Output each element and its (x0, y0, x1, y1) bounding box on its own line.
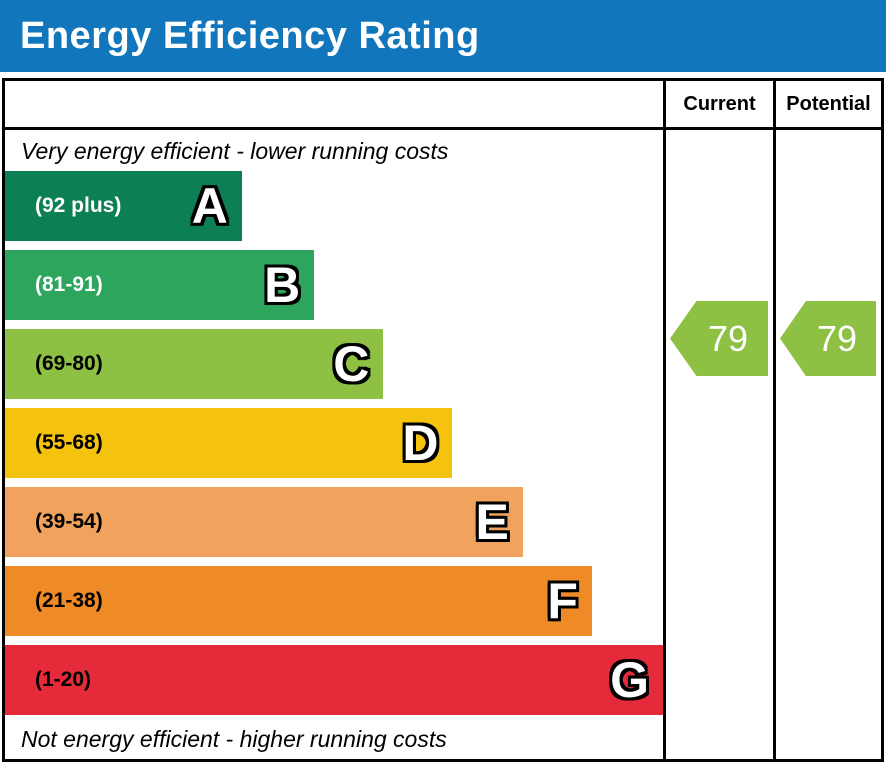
band-letter: C (333, 336, 370, 392)
band-range-label: (92 plus) (35, 194, 122, 217)
current-rating-arrow: 79 (670, 301, 768, 376)
top-note: Very energy efficient - lower running co… (21, 138, 449, 164)
bottom-note: Not energy efficient - higher running co… (21, 726, 447, 752)
band-range-label: (69-80) (35, 352, 103, 375)
current-rating-value: 79 (707, 317, 749, 359)
band-range-label: (21-38) (35, 589, 103, 612)
potential-column: 79 (773, 130, 881, 759)
band-range-label: (39-54) (35, 510, 103, 533)
rating-band-c: (69-80) C (5, 329, 384, 399)
band-letter: A (191, 178, 228, 234)
rating-scale-area: Very energy efficient - lower running co… (5, 130, 663, 759)
potential-column-header: Potential (773, 81, 881, 127)
potential-rating-value: 79 (816, 317, 858, 359)
band-letter: G (610, 652, 649, 708)
band-letter: B (264, 257, 301, 313)
current-column-header: Current (663, 81, 773, 127)
rating-band-e: (39-54) E (5, 487, 523, 557)
energy-rating-table: Current Potential Very energy efficient … (2, 78, 884, 762)
rating-band-d: (55-68) D (5, 408, 453, 478)
header-spacer-cell (5, 81, 663, 127)
rating-bands: (92 plus) A (81-91) B (69-80) C (55-68) … (5, 171, 663, 724)
rating-band-b: (81-91) B (5, 250, 315, 320)
table-header-row: Current Potential (5, 81, 881, 130)
band-range-label: (1-20) (35, 668, 92, 691)
table-body-row: Very energy efficient - lower running co… (5, 130, 881, 759)
rating-band-g: (1-20) G (5, 645, 663, 715)
title-bar: Energy Efficiency Rating (0, 0, 886, 72)
page-title: Energy Efficiency Rating (20, 14, 480, 57)
current-column: 79 (663, 130, 773, 759)
band-letter: F (547, 573, 578, 629)
band-range-label: (81-91) (35, 273, 103, 296)
band-letter: D (402, 415, 439, 471)
rating-band-f: (21-38) F (5, 566, 592, 636)
band-letter: E (475, 494, 509, 550)
potential-rating-arrow: 79 (780, 301, 876, 376)
rating-band-a: (92 plus) A (5, 171, 242, 241)
band-range-label: (55-68) (35, 431, 103, 454)
